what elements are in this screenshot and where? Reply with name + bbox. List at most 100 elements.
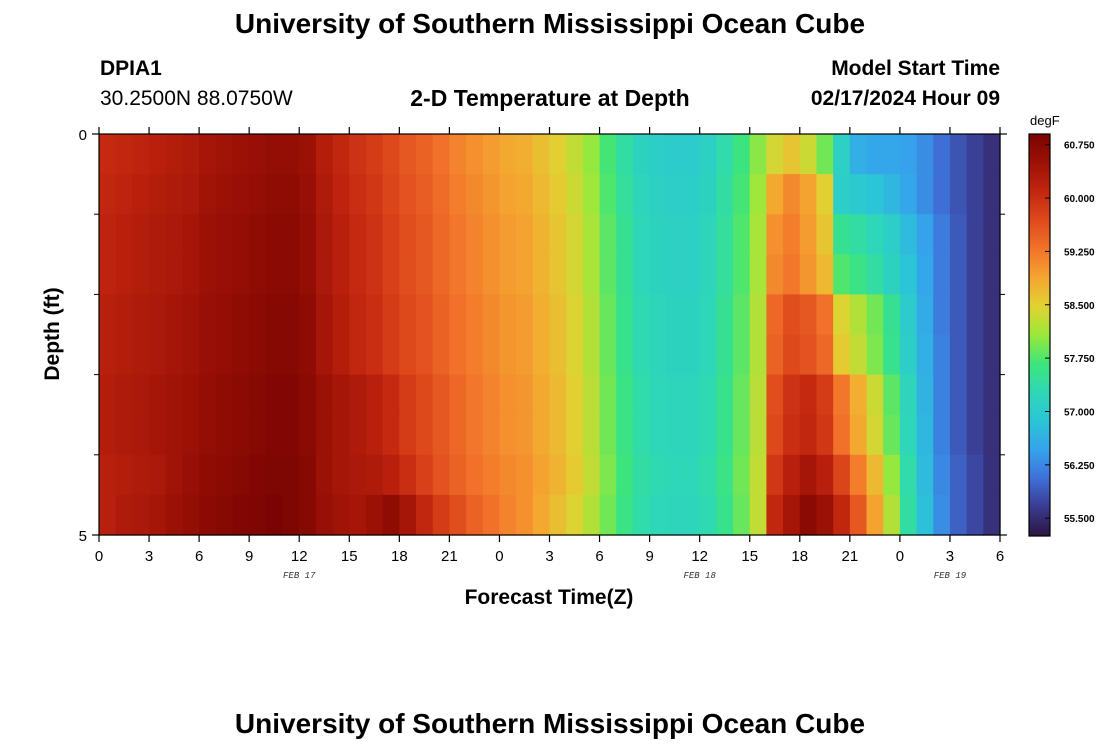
heatmap-cell	[365, 174, 384, 215]
heatmap-cell	[182, 374, 200, 416]
colorbar-tick-label: 56.250	[1064, 461, 1095, 472]
heatmap-cell	[282, 374, 300, 416]
heatmap-cell	[132, 454, 150, 496]
heatmap-cell	[632, 494, 651, 536]
heatmap-cell	[833, 214, 851, 255]
heatmap-cell	[115, 214, 133, 255]
heatmap-cell	[265, 174, 284, 215]
heatmap-cell	[532, 334, 551, 376]
heatmap-cell	[299, 334, 317, 376]
heatmap-cell	[365, 414, 384, 456]
x-tick-label: 0	[896, 548, 904, 565]
heatmap-cell	[382, 294, 400, 336]
heatmap-cell	[833, 494, 851, 536]
heatmap-cell	[432, 414, 450, 456]
heatmap-cell	[516, 254, 534, 295]
heatmap-cell	[983, 414, 1001, 456]
heatmap-cell	[899, 334, 918, 376]
heatmap-cell	[582, 294, 601, 336]
colorbar-tick-label: 58.500	[1064, 301, 1095, 312]
heatmap-cell	[766, 214, 784, 255]
heatmap-cell	[682, 454, 701, 496]
heatmap-cell	[933, 454, 951, 496]
heatmap-cell	[716, 294, 734, 336]
heatmap-cell	[182, 134, 200, 175]
x-tick-label: 15	[341, 548, 358, 565]
heatmap-cell	[232, 254, 250, 295]
heatmap-cell	[599, 414, 617, 456]
heatmap-cell	[282, 174, 300, 215]
x-tick-label: 18	[791, 548, 808, 565]
heatmap-cell	[966, 134, 984, 175]
heatmap-cell	[682, 214, 701, 255]
heatmap-cell	[716, 334, 734, 376]
heatmap-cell	[466, 214, 484, 255]
heatmap-cell	[265, 334, 284, 376]
heatmap-cell	[716, 134, 734, 175]
heatmap-cell	[916, 414, 934, 456]
heatmap-cell	[232, 294, 250, 336]
heatmap-cell	[632, 414, 651, 456]
heatmap-cell	[449, 174, 467, 215]
heatmap-cell	[949, 374, 968, 416]
heatmap-cell	[933, 174, 951, 215]
heatmap-cell	[799, 254, 818, 295]
x-tick-label: 21	[841, 548, 858, 565]
heatmap-cell	[816, 134, 834, 175]
x-tick-label: 6	[996, 548, 1004, 565]
x-tick-label: 0	[95, 548, 103, 565]
heatmap-cell	[232, 374, 250, 416]
heatmap-cell	[282, 334, 300, 376]
heatmap-cell	[783, 254, 801, 295]
heatmap-cell	[232, 174, 250, 215]
heatmap-cell	[265, 494, 284, 536]
x-tick-label: 6	[595, 548, 603, 565]
heatmap-cell	[249, 374, 267, 416]
heatmap-cell	[315, 134, 334, 175]
heatmap-cell	[599, 334, 617, 376]
heatmap-cell	[532, 294, 551, 336]
x-date-label: FEB 17	[283, 571, 316, 581]
heatmap-cell	[399, 294, 417, 336]
heatmap-cell	[916, 134, 934, 175]
heatmap-cell	[916, 494, 934, 536]
heatmap-cell	[966, 174, 984, 215]
heatmap-cell	[883, 254, 901, 295]
heatmap-cell	[699, 214, 717, 255]
heatmap-cell	[699, 494, 717, 536]
heatmap-cell	[983, 174, 1001, 215]
x-tick-label: 3	[946, 548, 954, 565]
heatmap-cell	[232, 454, 250, 496]
heatmap-cell	[933, 334, 951, 376]
heatmap-cell	[382, 334, 400, 376]
heatmap-cell	[549, 374, 567, 416]
heatmap-cell	[482, 254, 501, 295]
heatmap-cell	[115, 494, 133, 536]
heatmap-cell	[299, 134, 317, 175]
heatmap-cell	[215, 254, 234, 295]
heatmap-cell	[632, 374, 651, 416]
heatmap-cell	[983, 454, 1001, 496]
heatmap-cell	[165, 174, 184, 215]
heatmap-cell	[349, 334, 367, 376]
heatmap-cell	[682, 414, 701, 456]
heatmap-cell	[182, 334, 200, 376]
heatmap-cell	[132, 414, 150, 456]
colorbar: degF 60.750 60.000 59.250 58.500 57.750 57.00…	[1028, 113, 1095, 537]
heatmap-cell	[132, 174, 150, 215]
heatmap-cell	[849, 334, 868, 376]
heatmap-cell	[416, 214, 434, 255]
heatmap-cell	[332, 494, 350, 536]
heatmap-cell	[666, 254, 684, 295]
heatmap-cell	[783, 334, 801, 376]
heatmap-cell	[165, 294, 184, 336]
heatmap-cell	[349, 494, 367, 536]
heatmap-cell	[783, 374, 801, 416]
heatmap-cell	[749, 454, 768, 496]
heatmap-cell	[449, 294, 467, 336]
heatmap-cell	[632, 294, 651, 336]
heatmap-cell	[132, 214, 150, 255]
heatmap-cell	[916, 174, 934, 215]
heatmap-cell	[816, 254, 834, 295]
heatmap-cell	[115, 414, 133, 456]
